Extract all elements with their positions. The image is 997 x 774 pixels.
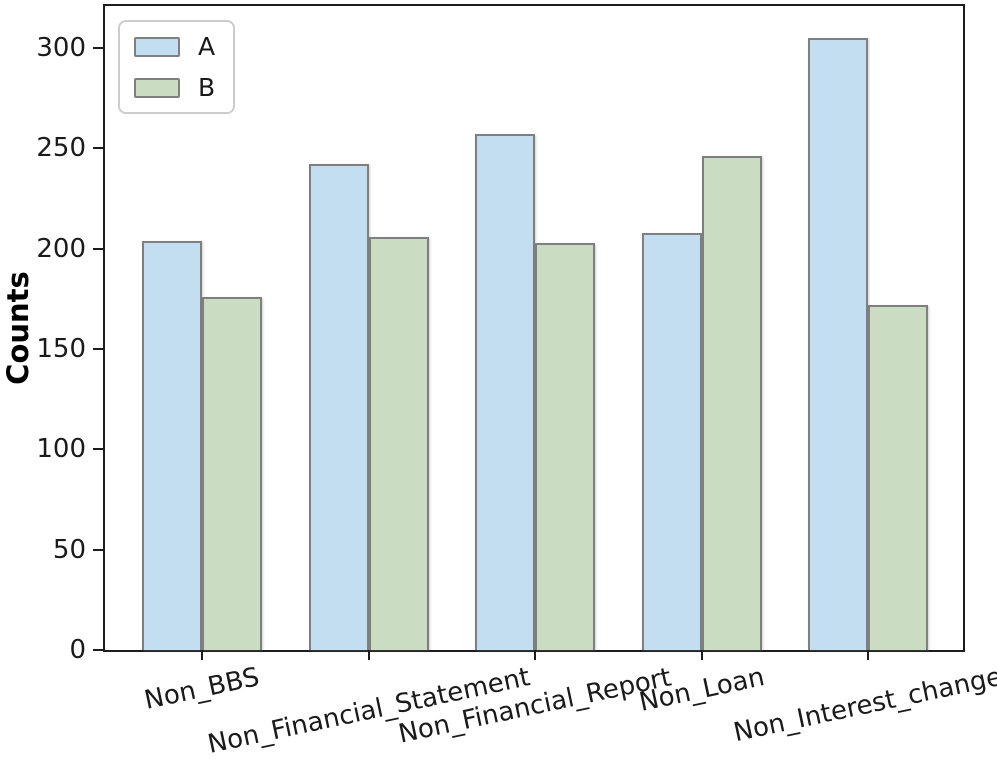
legend-label: A	[198, 32, 216, 61]
y-tick-mark	[93, 147, 103, 150]
legend-item-A: A	[134, 32, 215, 61]
y-tick-label: 150	[36, 334, 86, 365]
legend-label: B	[198, 73, 216, 102]
bar-B-Non_Financial_Statement	[368, 237, 429, 650]
x-tick-label: Non_Interest_change	[730, 662, 997, 749]
y-tick-mark	[93, 47, 103, 50]
y-tick-label: 200	[36, 233, 86, 264]
bar-B-Non_Interest_change	[868, 305, 928, 650]
bar-A-Non_Interest_change	[808, 38, 868, 650]
y-tick-mark	[93, 247, 103, 250]
x-tick-mark	[201, 650, 203, 660]
y-tick-label: 50	[52, 534, 86, 565]
bar-A-Non_BBS	[142, 241, 202, 650]
bar-A-Non_Financial_Report	[475, 134, 535, 650]
y-tick-mark	[93, 649, 103, 651]
y-tick-mark	[93, 548, 103, 551]
y-tick-mark	[93, 348, 103, 351]
x-tick-label: Non_BBS	[141, 662, 263, 716]
legend-item-B: B	[134, 73, 215, 102]
y-tick-label: 300	[36, 33, 86, 64]
x-tick-mark	[700, 650, 703, 660]
x-tick-mark	[867, 650, 869, 660]
legend-swatch-B	[134, 77, 180, 98]
y-tick-mark	[93, 448, 103, 451]
y-tick-label: 0	[69, 635, 86, 665]
x-tick-mark	[534, 650, 536, 660]
y-tick-label: 100	[36, 434, 86, 465]
y-axis-title: Counts	[1, 271, 35, 385]
x-tick-mark	[367, 650, 370, 660]
bar-B-Non_Financial_Report	[535, 243, 595, 650]
bar-A-Non_Loan	[641, 233, 702, 650]
bar-B-Non_Loan	[701, 156, 762, 650]
legend-swatch-A	[134, 36, 180, 57]
y-tick-label: 250	[36, 133, 86, 164]
bar-B-Non_BBS	[202, 297, 262, 650]
bar-A-Non_Financial_Statement	[308, 164, 369, 650]
